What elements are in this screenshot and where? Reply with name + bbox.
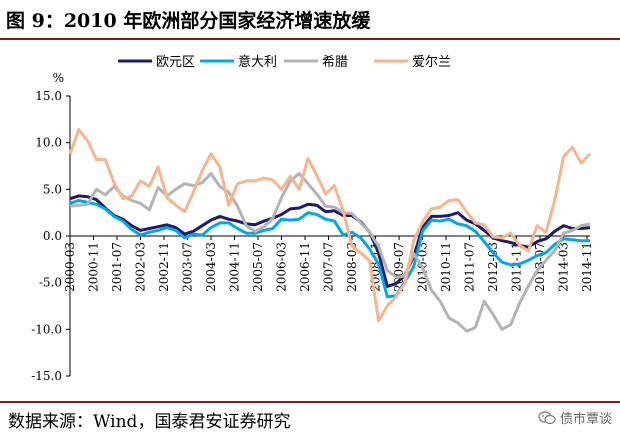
line-chart: 15.0 10.0 5.0 0.0 -5.0 -10.0 -15.0% 2000-03 2000… (31, 54, 594, 383)
source-note: 数据来源：Wind，国泰君安证券研究 (8, 412, 291, 432)
x-tick-label: 2004-11 (228, 242, 242, 292)
y-tick-label: 10.0 (35, 136, 62, 150)
wechat-icon (538, 410, 556, 424)
x-tick-label: 2000-03 (63, 242, 77, 292)
watermark: 债市覃谈 (538, 408, 612, 427)
legend-label: 欧元区 (156, 55, 195, 70)
y-tick-label: 0.0 (43, 229, 62, 243)
x-tick-label: 2003-07 (181, 242, 195, 292)
series-line (69, 172, 591, 333)
x-tick-label: 2000-11 (87, 242, 101, 292)
y-tick-label: -15.0 (31, 369, 62, 383)
y-tick-label: 15.0 (35, 89, 62, 103)
x-tick-label: 2002-03 (134, 242, 148, 292)
footer-divider (0, 401, 620, 403)
x-tick-label: 2012-11 (510, 242, 524, 292)
legend-label: 意大利 (238, 54, 277, 70)
y-axis-unit: % (53, 71, 64, 85)
watermark-text: 债市覃谈 (559, 412, 612, 427)
series-line (69, 194, 591, 288)
x-tick-label: 2014-03 (557, 242, 571, 292)
legend-label: 希腊 (322, 55, 348, 70)
x-tick-label: 2001-07 (110, 242, 124, 292)
x-tick-label: 2007-07 (322, 242, 336, 292)
title-divider (0, 38, 620, 40)
y-tick-label: -5.0 (39, 276, 62, 290)
title-bar: 图 9：2010 年欧洲部分国家经济增速放缓 (0, 0, 620, 40)
y-tick-label: -10.0 (31, 322, 62, 336)
chart-title: 图 9：2010 年欧洲部分国家经济增速放缓 (6, 10, 371, 32)
series-line (69, 199, 590, 299)
x-tick-label: 2012-03 (486, 242, 500, 292)
x-tick-label: 2002-11 (157, 242, 171, 292)
x-tick-label: 2006-11 (298, 242, 312, 292)
x-tick-label: 2011-07 (463, 242, 477, 292)
series-line (68, 128, 592, 323)
y-tick-label: 5.0 (43, 182, 62, 196)
x-tick-label: 2014-11 (580, 242, 594, 292)
legend-label: 爱尔兰 (412, 55, 451, 70)
x-tick-label: 2010-11 (439, 242, 453, 292)
x-tick-label: 2006-03 (275, 242, 289, 292)
x-tick-label: 2004-03 (204, 242, 218, 292)
x-tick-label: 2008-03 (345, 242, 359, 292)
x-tick-label: 2005-07 (251, 242, 265, 292)
